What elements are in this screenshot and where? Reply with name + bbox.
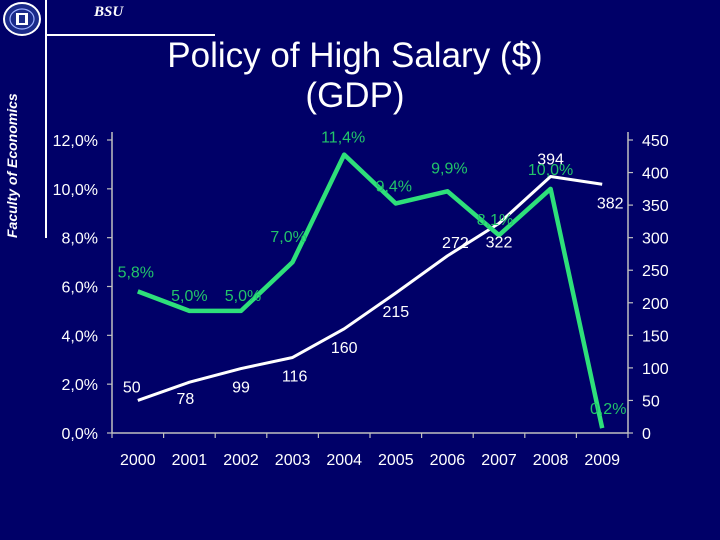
x-axis-tick-label: 2006 [430,452,466,469]
right-axis-tick-label: 100 [642,361,669,378]
right-axis-tick-label: 0 [642,426,651,443]
right-axis-tick-label: 400 [642,166,669,183]
left-axis-tick-label: 10,0% [53,182,98,199]
right-axis-tick-label: 250 [642,263,669,280]
salary-data-label: 50 [123,379,141,396]
header-horizontal-rule [45,34,215,36]
left-axis-tick-label: 6,0% [62,280,98,297]
salary-data-label: 160 [331,340,358,357]
left-axis-tick-label: 12,0% [53,133,98,150]
gdp-data-label: 0,2% [590,401,626,418]
right-axis-tick-label: 450 [642,133,669,150]
gdp-data-label: 5,0% [171,288,207,305]
title-line-1: Policy of High Salary ($) [167,36,543,75]
gdp-data-label: 7,0% [270,229,306,246]
x-axis-tick-label: 2008 [533,452,569,469]
salary-data-label: 215 [382,304,409,321]
x-axis-tick-label: 2001 [172,452,208,469]
left-axis-tick-label: 0,0% [62,426,98,443]
gdp-data-label: 9,4% [376,178,412,195]
salary-data-label: 382 [597,195,624,212]
right-axis-tick-label: 200 [642,296,669,313]
chart-data-labels: 50 78 99 116 160 215 272 322 394 382 5,8% 5,0% 5,0% 7… [118,130,627,418]
salary-data-label: 116 [282,368,308,385]
university-logo [3,2,41,36]
salary-data-label: 394 [537,151,564,168]
x-axis-tick-label: 2007 [481,452,517,469]
x-axis-tick-label: 2005 [378,452,414,469]
left-axis-tick-label: 2,0% [62,377,98,394]
gdp-data-label: 10,0% [528,162,573,179]
salary-data-label: 272 [442,235,469,252]
page-title: Policy of High Salary ($) (GDP) [120,36,590,116]
left-axis-tick-label: 4,0% [62,328,98,345]
gdp-data-label: 5,8% [118,264,154,281]
right-axis-tick-label: 150 [642,328,669,345]
right-axis-tick-label: 50 [642,393,660,410]
x-axis-tick-label: 2004 [326,452,362,469]
salary-data-label: 78 [177,391,195,408]
right-axis-tick-label: 300 [642,231,669,248]
title-line-2: (GDP) [305,76,405,115]
gdp-data-label: 11,4% [321,130,365,147]
x-axis-tick-label: 2009 [584,452,620,469]
gdp-series-line [137,152,605,429]
gdp-data-label: 9,9% [431,160,467,177]
right-axis-tick-label: 350 [642,198,669,215]
salary-data-label: 322 [486,234,513,251]
salary-data-label: 99 [232,380,250,397]
org-label: BSU [94,4,124,20]
chart-series [137,152,605,429]
chart-axes: 0,0% 2,0% 4,0% 6,0% 8,0% 10,0% 12,0% 0 50 100 150 2… [53,132,669,469]
x-axis-tick-label: 2002 [223,452,259,469]
header-vertical-rule [45,0,47,238]
gdp-data-label: 5,0% [225,288,261,305]
gdp-data-label: 8,1% [477,212,513,229]
x-axis-tick-label: 2003 [275,452,311,469]
salary-series-line [137,174,603,402]
left-axis-tick-label: 8,0% [62,231,98,248]
x-axis-tick-label: 2000 [120,452,156,469]
